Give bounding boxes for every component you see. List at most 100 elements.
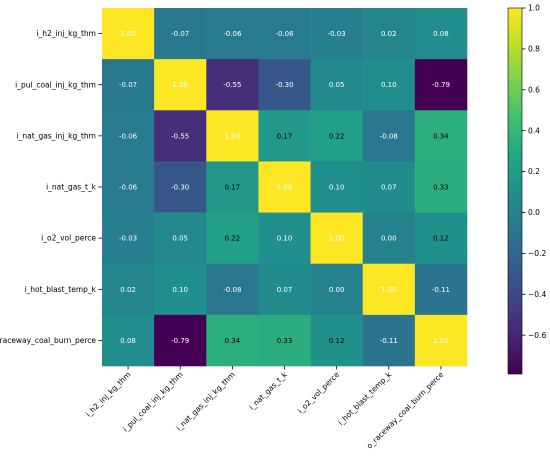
colorbar-frame (507, 7, 523, 375)
cell-value-label-3-6: 0.33 (433, 184, 449, 192)
heatmap-cell-3-1 (154, 161, 207, 213)
heatmap-cell-0-3 (258, 8, 311, 60)
heatmap-cell-6-0 (102, 314, 155, 367)
y-tick-label-0: i_h2_inj_kg_thm (36, 29, 96, 38)
y-tick-label-1: i_pul_coal_inj_kg_thm (15, 80, 96, 89)
heatmap-cell-1-4 (310, 59, 364, 111)
x-tick-label-3: i_nat_gas_t_k (247, 370, 289, 412)
heatmap-cell-6-2 (206, 314, 259, 367)
cell-value-label-1-5: 0.10 (381, 81, 397, 89)
y-tick-label-6: o_raceway_coal_burn_perce (0, 336, 96, 345)
y-tick-label-5: i_hot_blast_temp_k (24, 285, 96, 294)
cell-value-label-3-5: 0.07 (381, 184, 397, 192)
x-tick-label-5: i_hot_blast_temp_k (336, 370, 393, 427)
heatmap-cell-2-5 (362, 110, 416, 162)
cell-value-label-2-4: 0.22 (329, 132, 345, 140)
colorbar-gradient (508, 8, 522, 374)
heatmap-cell-6-5 (362, 314, 416, 367)
cell-value-label-6-2: 0.34 (225, 337, 241, 345)
colorbar: 1.0 0.8 0.6 0.4 0.2 0.0 −0.2 −0.4 −0.6 (507, 4, 546, 375)
heatmap-cell-5-1 (154, 263, 207, 316)
cell-value-label-2-5: -0.08 (380, 132, 398, 140)
cell-value-label-1-4: 0.05 (329, 81, 345, 89)
cell-value-label-5-1: 0.10 (172, 286, 188, 294)
heatmap-cell-1-1 (154, 59, 207, 111)
y-tick-label-3: i_nat_gas_t_k (46, 183, 97, 192)
cell-value-label-6-3: 0.33 (277, 337, 293, 345)
heatmap-cell-1-3 (258, 59, 311, 111)
heatmap-cell-6-3 (258, 314, 311, 367)
heatmap-cells: 1.00 -0.07 -0.06 -0.06 -0.03 0.02 0.08 -0.07 1.0… (102, 8, 468, 367)
heatmap-cell-2-6 (414, 110, 468, 162)
heatmap-cell-2-1 (154, 110, 207, 162)
heatmap-cell-2-0 (102, 110, 155, 162)
cell-value-label-3-1: -0.30 (171, 184, 189, 192)
cell-value-label-1-6: -0.79 (432, 81, 450, 89)
cell-value-label-0-6: 0.08 (433, 30, 449, 38)
cell-value-label-4-2: 0.22 (225, 235, 241, 243)
colorbar-tick-label-4: 0.2 (528, 167, 540, 176)
heatmap-cell-3-5 (362, 161, 416, 213)
heatmap-cell-2-2 (206, 110, 259, 162)
cell-value-label-5-0: 0.02 (120, 286, 136, 294)
heatmap-cell-4-4 (310, 212, 364, 265)
heatmap-cell-3-4 (310, 161, 364, 213)
cell-value-label-3-0: -0.06 (119, 184, 138, 192)
cell-value-label-0-1: -0.07 (171, 30, 189, 38)
heatmap-cell-6-4 (310, 314, 364, 367)
colorbar-tick-label-5: 0.0 (528, 208, 540, 217)
heatmap-cell-1-6 (414, 59, 468, 111)
cell-value-label-6-0: 0.08 (120, 337, 136, 345)
heatmap-cell-1-0 (102, 59, 155, 111)
heatmap-cell-4-6 (414, 212, 468, 265)
heatmap-cell-4-1 (154, 212, 207, 265)
cell-value-label-6-1: -0.79 (171, 337, 189, 345)
cell-value-label-0-3: -0.06 (275, 30, 294, 38)
cell-value-label-2-1: -0.55 (171, 132, 189, 140)
heatmap-cell-3-3 (258, 161, 311, 213)
y-tick-label-2: i_nat_gas_inj_kg_thm (17, 131, 96, 140)
cell-value-label-6-5: -0.11 (380, 337, 398, 345)
cell-value-label-5-6: -0.11 (432, 286, 450, 294)
cell-value-label-0-2: -0.06 (223, 30, 242, 38)
heatmap-cell-3-6 (414, 161, 468, 213)
heatmap-cell-5-4 (310, 263, 364, 316)
cell-value-label-2-0: -0.06 (119, 132, 138, 140)
heatmap-cell-4-5 (362, 212, 416, 265)
cell-value-label-0-0: 1.00 (120, 30, 136, 38)
heatmap-cell-4-2 (206, 212, 259, 265)
heatmap-cell-0-6 (414, 8, 468, 60)
cell-value-label-4-0: -0.03 (119, 235, 137, 243)
colorbar-tick-label-0: 1.0 (528, 4, 540, 13)
cell-value-label-4-4: 1.00 (329, 235, 345, 243)
cell-value-label-2-3: 0.17 (277, 132, 293, 140)
cell-value-label-6-6: 1.00 (433, 337, 449, 345)
heatmap-cell-0-5 (362, 8, 416, 60)
heatmap-cell-3-2 (206, 161, 259, 213)
cell-value-label-4-5: 0.00 (381, 235, 397, 243)
x-tick-label-0: i_h2_inj_kg_thm (84, 370, 133, 419)
cell-value-label-4-1: 0.05 (172, 235, 188, 243)
cell-value-label-6-4: 0.12 (329, 337, 345, 345)
heatmap-cell-0-0 (102, 8, 155, 60)
cell-value-label-0-4: -0.03 (328, 30, 346, 38)
heatmap-cell-0-1 (154, 8, 207, 60)
cell-value-label-2-6: 0.34 (433, 132, 449, 140)
cell-value-label-5-3: 0.07 (277, 286, 293, 294)
heatmap-cell-3-0 (102, 161, 155, 213)
y-tick-label-4: i_o2_vol_perce (41, 234, 96, 243)
cell-value-label-4-3: 0.10 (277, 235, 293, 243)
x-tick-label-2: i_nat_gas_inj_kg_thm (174, 370, 237, 433)
x-tick-labels: i_h2_inj_kg_thmi_pul_coal_inj_kg_thmi_na… (84, 366, 446, 451)
heatmap-cell-5-6 (414, 263, 468, 316)
heatmap-cell-0-4 (310, 8, 364, 60)
cell-value-label-5-4: 0.00 (329, 286, 345, 294)
cell-value-label-2-2: 1.00 (225, 132, 241, 140)
cell-value-label-3-4: 0.10 (329, 184, 345, 192)
cell-value-label-0-5: 0.02 (381, 30, 397, 38)
heatmap-cell-0-2 (206, 8, 259, 60)
colorbar-tick-label-7: −0.4 (528, 290, 546, 299)
cell-value-label-4-6: 0.12 (433, 235, 449, 243)
